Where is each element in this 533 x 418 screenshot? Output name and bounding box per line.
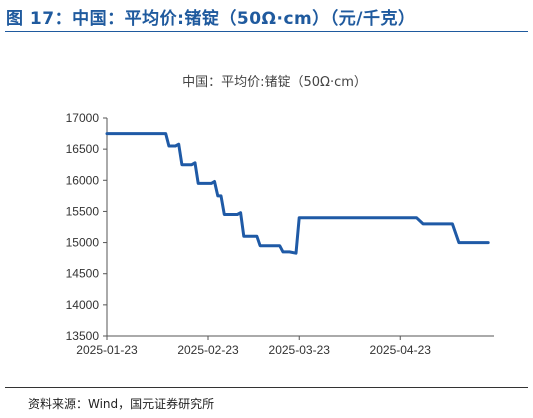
x-tick-label: 2025-01-23: [76, 343, 138, 357]
series-line-0: [105, 132, 490, 255]
y-tick-label: 15500: [66, 204, 100, 218]
y-tick-label: 13500: [66, 329, 100, 343]
chart-title: 中国：平均价:锗锭（50Ω·cm）: [182, 75, 367, 90]
figure-title: 图 17：中国：平均价:锗锭（50Ω·cm）（元/千克）: [6, 9, 416, 29]
x-axis-ticks: 2025-01-23 2025-02-23 2025-03-23 2025-04-23: [76, 336, 431, 357]
title-divider: [5, 31, 528, 32]
chart-axes: [106, 118, 494, 337]
y-tick-label: 15000: [66, 236, 100, 250]
x-tick-label: 2025-03-23: [269, 343, 331, 357]
y-axis-ticks: 13500 14000 14500 15000 15500 16000 16500 17000: [66, 111, 107, 343]
source-divider: [5, 387, 528, 388]
y-tick-label: 16000: [66, 173, 100, 187]
y-tick-label: 16500: [66, 142, 100, 156]
y-tick-label: 14000: [66, 298, 100, 312]
price-line-chart: 中国：平均价:锗锭（50Ω·cm） 13500 14000 14500 15000 15…: [66, 75, 494, 357]
x-tick-label: 2025-04-23: [370, 343, 432, 357]
x-tick-label: 2025-02-23: [177, 343, 239, 357]
series-group: [105, 132, 490, 255]
source-note: 资料来源：Wind，国元证券研究所: [28, 397, 215, 411]
y-tick-label: 14500: [66, 267, 100, 281]
y-tick-label: 17000: [66, 111, 100, 125]
